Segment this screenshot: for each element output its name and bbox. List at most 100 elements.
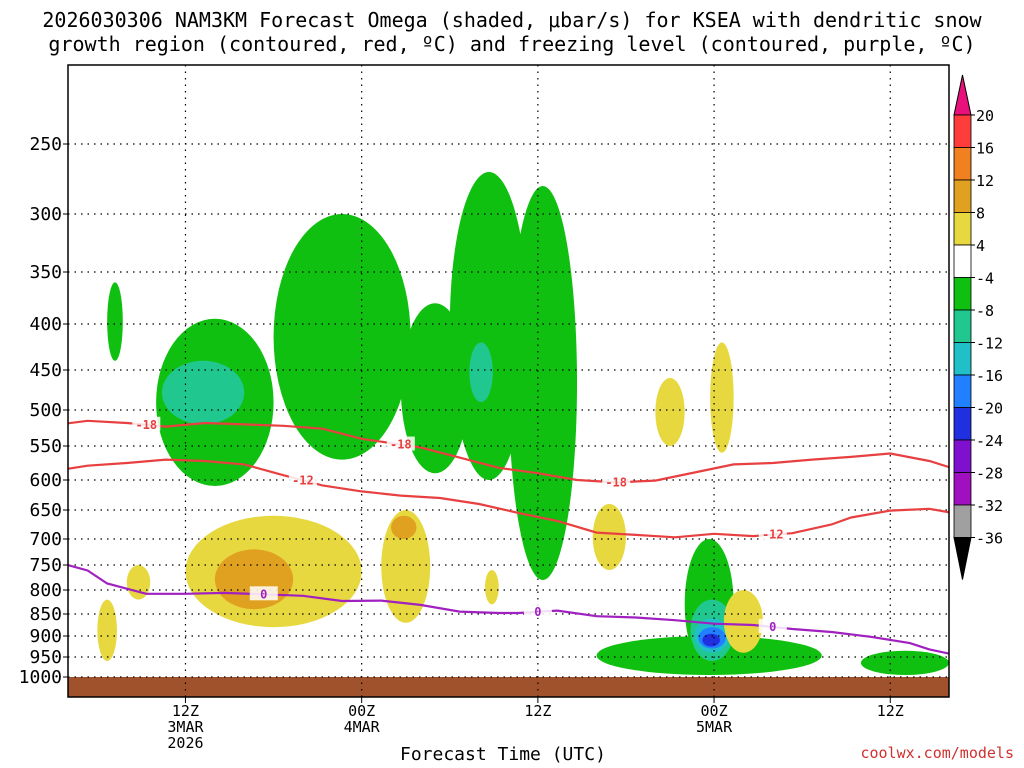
y-tick-label: 450 [29,360,62,381]
colorbar-segment [953,504,972,538]
colorbar-segment [953,342,972,376]
colorbar-label: -36 [976,530,1003,548]
contour-line [68,419,949,484]
x-tick-label: 12Z [172,702,199,720]
omega-region [710,342,734,453]
colorbar-label: -32 [976,497,1003,515]
y-tick-label: 1000 [19,667,62,688]
grid-layer [68,65,949,697]
omega-region [592,504,626,570]
y-tick-label: 950 [29,647,62,668]
omega-region [273,213,411,460]
colorbar-label: 8 [976,205,985,223]
y-tick-label: 900 [29,626,62,647]
colorbar-label: 4 [976,237,985,255]
contour-label: 0 [769,620,776,634]
colorbar-label: 20 [976,107,994,125]
x-tick-label: 5MAR [696,718,733,736]
contour-label-bg [758,618,787,633]
x-tick-label: 3MAR [167,718,204,736]
y-tick-label: 250 [29,134,62,155]
x-axis-label: Forecast Time (UTC) [400,744,606,765]
colorbar-segment [953,277,972,311]
colorbar-label: -24 [976,432,1003,450]
x-tick-label: 00Z [348,702,375,720]
omega-region [381,510,431,623]
contour-label: -12 [292,474,314,488]
y-tick-label: 300 [29,204,62,225]
contour-label-bg [132,416,161,431]
y-axis-ticks: 2503003504004505005506006507007508008509… [19,134,68,688]
omega-region [391,515,417,540]
contour-label-bg [386,436,415,451]
x-tick-label: 00Z [701,702,728,720]
x-tick-label: 12Z [877,702,904,720]
y-tick-label: 400 [29,314,62,335]
x-tick-label: 4MAR [344,718,381,736]
contour-label: -18 [390,438,412,452]
contour-line [68,564,949,655]
colorbar-top-triangle [953,74,972,116]
colorbar-segment [953,407,972,441]
y-tick-label: 600 [29,470,62,491]
y-tick-label: 750 [29,555,62,576]
colorbar-label: -16 [976,367,1003,385]
contour-label: -12 [762,528,784,542]
omega-region [469,342,493,403]
y-tick-label: 800 [29,580,62,601]
plot-frame [67,64,950,698]
contour-label: 0 [260,587,267,601]
contour-line [68,458,949,539]
omega-region [702,633,720,647]
contour-label-bg [288,472,317,487]
contour-label-bg [523,603,552,618]
colorbar-label: -4 [976,270,994,288]
omega-shading-layer [97,172,949,675]
colorbar-label: 16 [976,140,994,158]
terrain-band [68,677,949,697]
contour-label-bg [249,586,278,601]
colorbar-label: 12 [976,172,994,190]
colorbar-bottom-triangle [953,537,972,580]
colorbar-label: -8 [976,302,994,320]
omega-region [449,172,529,480]
colorbar-segment [953,472,972,506]
omega-region [161,360,245,425]
colorbar-label: -20 [976,400,1003,418]
contour-layer: -18 -18 -18 -12 -12 0 0 0 [68,416,949,655]
contour-label-bg [602,474,631,489]
y-tick-label: 550 [29,436,62,457]
colorbar-segment [953,244,972,278]
colorbar-segment [953,114,972,148]
y-tick-label: 500 [29,400,62,421]
omega-region [860,650,949,675]
colorbar-label: -28 [976,465,1003,483]
colorbar-label: -12 [976,335,1003,353]
colorbar-segment [953,147,972,181]
colorbar-segment [953,212,972,246]
y-tick-label: 350 [29,262,62,283]
contour-label-bg [758,526,787,541]
contour-label: -18 [605,475,627,489]
contour-label: 0 [534,605,541,619]
colorbar-segment [953,439,972,473]
omega-region [107,282,123,361]
colorbar-segment [953,374,972,408]
colorbar: 20 16 12 8 4 -4 -8 -12 -16 -20 -24 -28 -32 -36 [953,74,1003,580]
colorbar-segment [953,179,972,213]
x-tick-label: 12Z [524,702,551,720]
contour-label: -18 [135,418,157,432]
watermark-link[interactable]: coolwx.com/models [860,744,1014,762]
chart-title-line-2: growth region (contoured, red, ºC) and f… [48,32,976,56]
y-tick-label: 650 [29,500,62,521]
omega-region [655,378,685,446]
colorbar-segment [953,309,972,343]
chart-title-line-1: 2026030306 NAM3KM Forecast Omega (shaded… [42,8,982,32]
omega-region [97,599,117,661]
omega-region [723,590,764,653]
y-tick-label: 850 [29,604,62,625]
y-tick-label: 700 [29,529,62,550]
omega-region [485,570,499,605]
